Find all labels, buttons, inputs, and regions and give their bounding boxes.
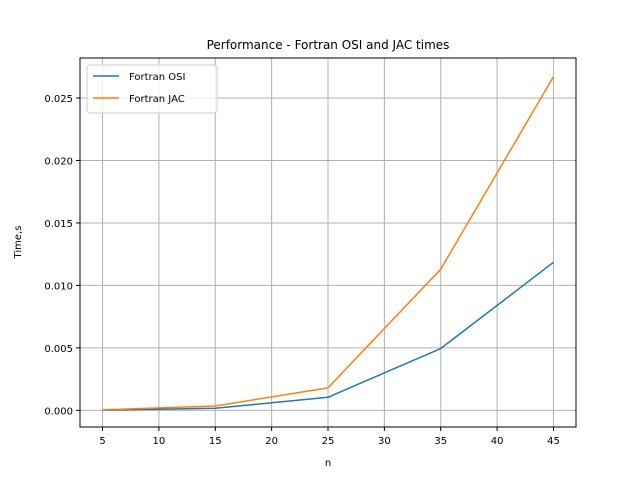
legend-box [86, 64, 218, 114]
x-tick-label: 40 [491, 436, 504, 447]
x-tick-label: 45 [547, 436, 560, 447]
x-tick-label: 30 [378, 436, 391, 447]
y-tick-label: 0.025 [44, 94, 73, 105]
x-axis: 5 10 15 20 25 30 35 40 45 [99, 427, 560, 447]
legend: Fortran OSI Fortran JAC [86, 64, 218, 114]
y-axis: 0.000 0.005 0.010 0.015 0.020 0.025 [44, 94, 80, 417]
x-tick-label: 15 [209, 436, 222, 447]
y-axis-label: Time,s [13, 226, 24, 260]
legend-label: Fortran OSI [129, 72, 185, 83]
x-axis-label: n [325, 458, 331, 469]
series-line-fortran-jac [102, 76, 555, 411]
x-tick-label: 10 [153, 436, 166, 447]
y-tick-label: 0.010 [44, 281, 73, 292]
series-lines [102, 76, 555, 411]
y-tick-label: 0.020 [44, 156, 73, 167]
x-tick-label: 35 [434, 436, 447, 447]
legend-label: Fortran JAC [129, 94, 185, 105]
x-tick-label: 25 [322, 436, 335, 447]
y-tick-label: 0.005 [44, 344, 73, 355]
chart-title: Performance - Fortran OSI and JAC times [207, 38, 450, 52]
y-tick-label: 0.000 [44, 406, 73, 417]
y-tick-label: 0.015 [44, 219, 73, 230]
grid [80, 58, 576, 427]
series-line-fortran-osi [102, 261, 554, 411]
x-tick-label: 5 [99, 436, 105, 447]
x-tick-label: 20 [265, 436, 278, 447]
